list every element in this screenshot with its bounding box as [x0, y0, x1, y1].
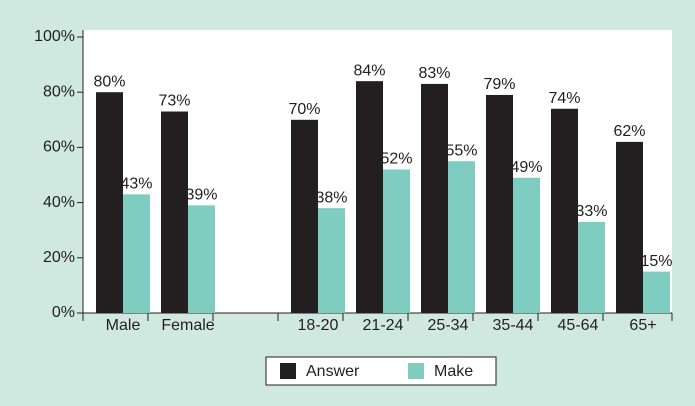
x-tick-label: 65+	[629, 317, 656, 334]
bar	[578, 221, 605, 313]
x-tick-label: 18-20	[298, 317, 339, 334]
value-label: 80%	[93, 73, 125, 90]
value-label: 43%	[120, 176, 152, 193]
bar	[486, 94, 513, 314]
x-tick-label: 21-24	[363, 317, 404, 334]
value-label: 84%	[353, 62, 385, 79]
y-tick-label: 100%	[34, 28, 75, 45]
y-tick-label: 0%	[52, 304, 75, 321]
legend-label: Make	[434, 363, 473, 380]
bar	[123, 194, 150, 313]
bar	[356, 81, 383, 313]
bar	[643, 271, 670, 313]
legend-swatch	[280, 363, 296, 379]
x-tick-label: 45-64	[558, 317, 599, 334]
value-label: 55%	[445, 142, 477, 159]
value-label: 70%	[288, 101, 320, 118]
value-label: 52%	[380, 151, 412, 168]
x-tick-label: 35-44	[493, 317, 534, 334]
value-label: 15%	[640, 253, 672, 270]
bar	[421, 83, 448, 313]
bar	[383, 169, 410, 313]
x-tick-label: Female	[161, 317, 214, 334]
x-tick-label: 25-34	[428, 317, 469, 334]
y-tick-label: 60%	[43, 139, 75, 156]
bar	[551, 108, 578, 313]
legend-swatch	[408, 363, 424, 379]
value-label: 74%	[548, 90, 580, 107]
bar	[448, 161, 475, 313]
value-label: 33%	[575, 203, 607, 220]
value-label: 62%	[613, 123, 645, 140]
value-label: 73%	[158, 93, 190, 110]
y-tick-label: 20%	[43, 249, 75, 266]
bar	[318, 208, 345, 313]
value-label: 38%	[315, 189, 347, 206]
value-label: 79%	[483, 76, 515, 93]
bar	[161, 111, 188, 314]
bar	[188, 205, 215, 313]
x-tick-label: Male	[106, 317, 141, 334]
bar	[513, 177, 540, 313]
bar	[616, 141, 643, 313]
value-label: 49%	[510, 159, 542, 176]
y-tick-label: 80%	[43, 83, 75, 100]
legend-label: Answer	[306, 363, 360, 380]
value-label: 39%	[185, 187, 217, 204]
value-label: 83%	[418, 65, 450, 82]
legend	[265, 356, 497, 386]
bar	[96, 92, 123, 313]
y-tick-label: 40%	[43, 194, 75, 211]
bar	[291, 119, 318, 313]
